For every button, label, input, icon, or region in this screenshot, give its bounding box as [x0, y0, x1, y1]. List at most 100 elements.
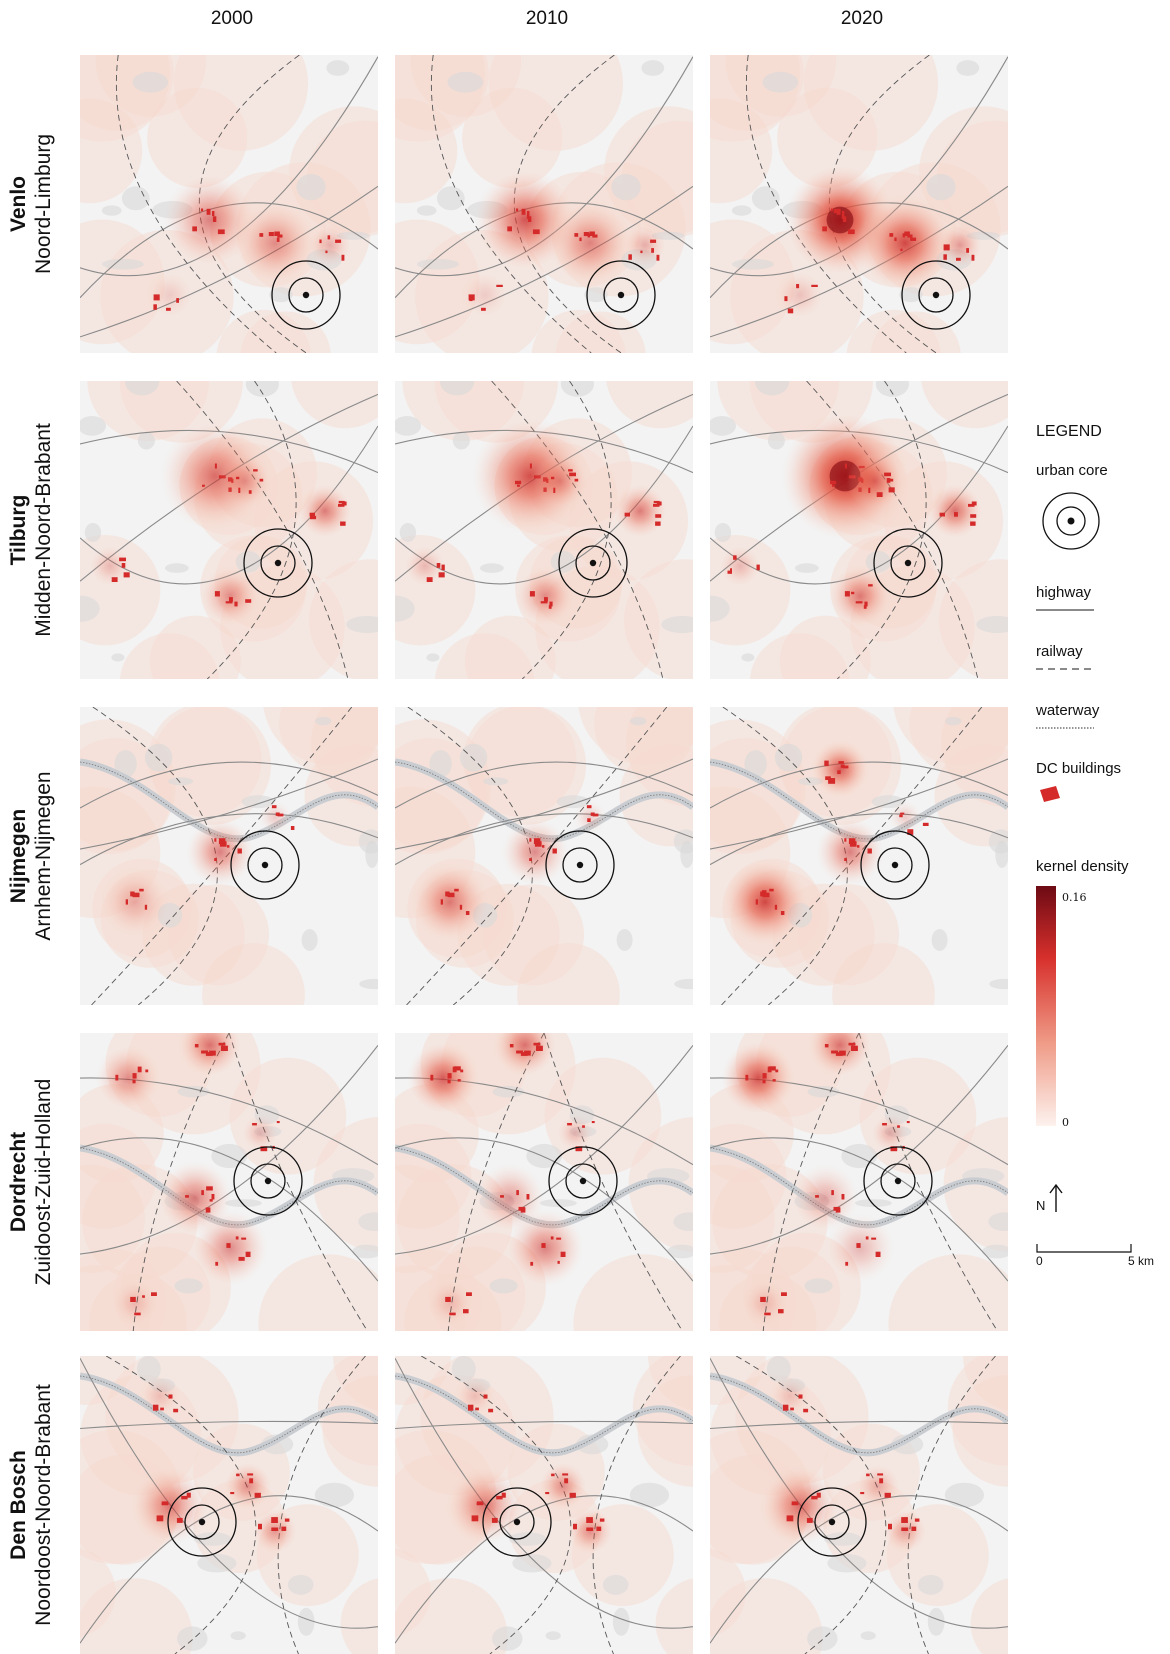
background-density — [151, 707, 272, 825]
dc-building — [841, 1194, 845, 1200]
dc-building — [132, 892, 140, 898]
city-name: Tilburg — [7, 494, 30, 566]
dc-building — [842, 216, 847, 222]
background-density — [710, 1548, 746, 1638]
dc-building — [868, 584, 873, 587]
dc-building — [552, 848, 557, 854]
dc-building — [970, 521, 976, 526]
land-patch — [177, 1626, 208, 1651]
waterway — [80, 1375, 378, 1454]
land-patch — [235, 550, 261, 573]
density-hotspot — [547, 200, 633, 286]
urban-core-outer — [482, 1487, 552, 1557]
density-hotspot — [721, 1041, 795, 1115]
land-patch — [540, 1199, 577, 1208]
dc-building — [886, 478, 891, 483]
urban-core-outer — [873, 528, 943, 598]
highway — [395, 185, 693, 338]
dc-building — [943, 254, 947, 260]
background-density — [395, 1548, 431, 1638]
land-patch — [762, 71, 799, 93]
dc-building — [445, 891, 450, 897]
highway — [710, 185, 1008, 338]
dc-building — [851, 591, 855, 595]
dc-building — [237, 848, 242, 854]
dc-building — [847, 229, 855, 235]
dc-building — [769, 888, 774, 892]
urban-core-outer — [586, 260, 656, 330]
scale-start-label: 0 — [1036, 1254, 1043, 1268]
dc-building — [841, 214, 845, 219]
dc-building — [121, 563, 126, 568]
dc-building — [132, 1079, 136, 1084]
dc-building — [445, 1296, 451, 1302]
dc-building — [271, 1517, 278, 1523]
land-patch — [710, 416, 736, 436]
density-map — [80, 707, 378, 1005]
land-patch — [197, 1554, 237, 1573]
dc-building — [192, 226, 197, 232]
background-density — [803, 55, 939, 151]
dc-building — [152, 1404, 159, 1411]
land-patch — [841, 1143, 878, 1169]
dc-building — [241, 1237, 247, 1240]
urban-core-outer — [271, 260, 341, 330]
urban-core-center — [264, 1177, 272, 1185]
dc-building — [876, 492, 883, 497]
dc-building — [857, 845, 860, 848]
land-patch — [399, 523, 417, 542]
dc-building — [194, 1044, 199, 1048]
dc-building — [271, 805, 277, 809]
dc-building — [656, 254, 660, 261]
dc-building — [901, 1517, 908, 1523]
background-density — [395, 98, 458, 204]
map-panel-dordrecht-2000 — [80, 1033, 378, 1331]
urban-core-center — [904, 559, 912, 567]
density-hotspot — [816, 818, 884, 886]
dc-building — [844, 463, 847, 469]
background-density — [395, 1578, 508, 1654]
map-panel-dordrecht-2010 — [395, 1033, 693, 1331]
dc-building — [245, 599, 252, 603]
land-patch — [945, 716, 962, 726]
dc-building — [259, 478, 264, 482]
land-patch — [512, 1554, 552, 1573]
dc-building — [787, 308, 794, 314]
urban-core-center — [261, 861, 269, 869]
land-patch — [451, 1356, 476, 1383]
dc-building — [833, 1206, 840, 1211]
land-patch — [989, 978, 1008, 990]
land-patch — [315, 716, 332, 726]
dc-building — [884, 472, 891, 477]
urban-core-inner — [184, 1504, 220, 1540]
urban-core-center — [617, 291, 625, 299]
map-panel-tilburg-2020 — [710, 381, 1008, 679]
background-density — [80, 98, 143, 204]
land-patch — [101, 205, 122, 216]
dc-building — [447, 1079, 451, 1084]
dc-building — [860, 1492, 865, 1495]
dc-building — [532, 229, 540, 235]
dc-building — [467, 1404, 474, 1411]
land-patch — [944, 1482, 984, 1508]
dc-building — [831, 208, 834, 212]
density-hotspot — [308, 223, 352, 267]
land-patch — [956, 60, 980, 76]
dc-building — [338, 500, 345, 504]
dc-building — [568, 469, 573, 472]
dc-building — [338, 503, 345, 507]
dc-building — [341, 501, 347, 506]
dc-building — [762, 1079, 766, 1084]
background-density — [333, 1356, 378, 1411]
land-patch — [674, 978, 693, 990]
urban-core-inner — [260, 545, 296, 581]
dc-building — [865, 1236, 869, 1240]
city-name: Nijmegen — [7, 808, 30, 904]
density-hotspot — [856, 194, 954, 292]
dc-building — [529, 858, 532, 861]
highway — [710, 813, 1008, 866]
land-patch — [545, 1631, 561, 1641]
background-density — [309, 559, 378, 679]
dc-building — [574, 233, 579, 237]
dc-building — [745, 1074, 749, 1081]
